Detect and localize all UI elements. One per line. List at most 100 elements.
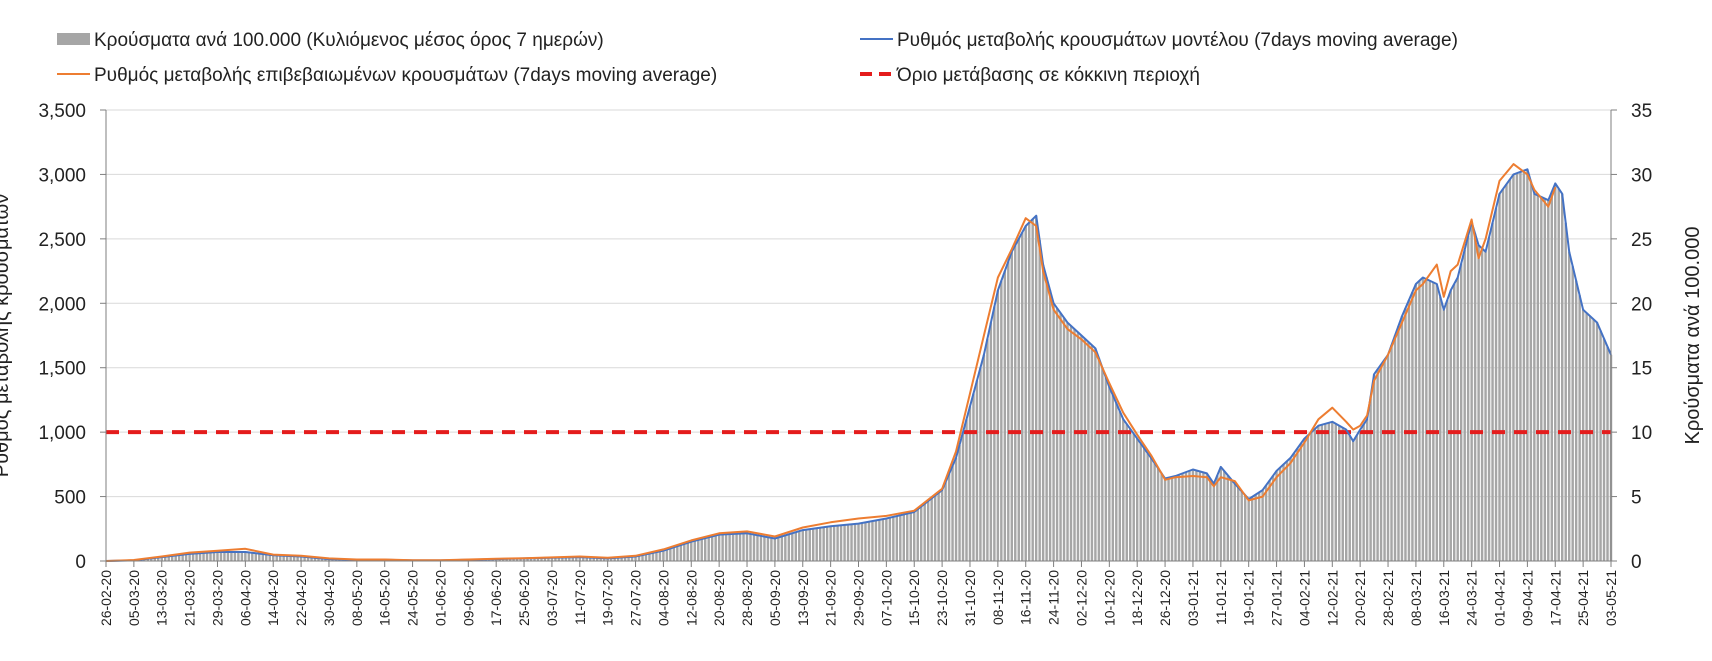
- bar: [543, 557, 547, 561]
- bar: [1484, 251, 1487, 562]
- bar: [857, 523, 860, 561]
- bar: [1010, 251, 1014, 562]
- bar: [1202, 472, 1205, 561]
- bar: [996, 290, 1000, 561]
- bar: [522, 558, 526, 561]
- bar: [1477, 245, 1480, 562]
- x-tick-label: 19-07-20: [600, 570, 616, 626]
- bar: [1094, 348, 1097, 561]
- bar: [916, 509, 919, 561]
- x-tick-label: 08-03-21: [1408, 570, 1424, 626]
- bar: [505, 558, 508, 561]
- bar: [261, 553, 264, 561]
- bar: [599, 558, 602, 561]
- bar: [899, 515, 902, 561]
- bar: [1230, 479, 1233, 561]
- bar: [979, 367, 982, 561]
- x-tick-label: 04-08-20: [655, 570, 671, 626]
- x-tick-label: 20-02-21: [1352, 570, 1368, 626]
- bar: [1383, 359, 1386, 561]
- bar: [616, 557, 620, 561]
- bar: [1129, 428, 1132, 561]
- bar: [324, 558, 327, 561]
- x-tick-label: 19-01-21: [1241, 570, 1257, 626]
- bar: [759, 535, 763, 561]
- x-tick-label: 02-12-20: [1074, 570, 1090, 626]
- bar: [1233, 483, 1236, 561]
- bar: [1108, 387, 1111, 561]
- bar: [885, 518, 888, 561]
- bar: [1048, 290, 1052, 561]
- bar: [989, 322, 993, 561]
- bar: [589, 557, 592, 561]
- bar: [1191, 469, 1195, 561]
- y-left-tick-label: 500: [54, 488, 86, 509]
- bar: [836, 525, 839, 561]
- bar: [1411, 292, 1414, 561]
- y-right-tick-label: 0: [1631, 552, 1642, 573]
- bar: [1310, 432, 1313, 561]
- bar: [1041, 264, 1045, 561]
- bar: [1376, 369, 1379, 561]
- bar: [1275, 470, 1278, 561]
- bar: [1449, 290, 1452, 561]
- bar: [623, 557, 627, 561]
- bar: [1327, 422, 1331, 561]
- bar: [798, 531, 801, 561]
- bar: [212, 552, 216, 561]
- bar: [1574, 280, 1578, 561]
- bar: [1578, 295, 1581, 561]
- bar: [1550, 191, 1553, 561]
- bar: [1226, 475, 1229, 561]
- bar: [944, 482, 947, 561]
- x-tick-label: 27-07-20: [628, 570, 644, 626]
- bar: [1195, 470, 1198, 561]
- bar: [1459, 263, 1463, 561]
- x-tick-label: 22-04-20: [293, 570, 309, 626]
- bar: [926, 501, 930, 561]
- bar: [822, 527, 825, 561]
- bar: [742, 534, 745, 561]
- bar: [275, 555, 278, 561]
- bar: [892, 516, 895, 561]
- bar: [895, 516, 899, 561]
- bar: [878, 519, 881, 561]
- bar: [188, 553, 191, 561]
- bar: [1362, 424, 1365, 561]
- bar: [902, 514, 906, 561]
- bar: [150, 558, 153, 561]
- bar: [1571, 266, 1574, 561]
- bar: [1324, 423, 1327, 561]
- bar: [1358, 429, 1362, 561]
- bar: [1547, 200, 1550, 561]
- bar: [237, 551, 240, 561]
- bar: [697, 540, 700, 561]
- x-tick-label: 09-04-21: [1519, 570, 1535, 626]
- bar: [1118, 411, 1122, 561]
- bar: [564, 557, 568, 561]
- bar: [244, 551, 247, 561]
- bar: [933, 495, 937, 561]
- bar: [791, 532, 794, 561]
- bar: [1494, 208, 1498, 561]
- bar: [606, 558, 609, 561]
- bar: [1132, 433, 1135, 561]
- x-tick-label: 09-06-20: [460, 570, 476, 626]
- bar: [1163, 478, 1167, 561]
- bar: [658, 551, 662, 561]
- x-tick-label: 20-08-20: [711, 570, 727, 626]
- bar: [1351, 441, 1355, 561]
- bar: [770, 537, 773, 561]
- bar: [686, 542, 690, 561]
- bar: [1139, 443, 1142, 561]
- x-tick-label: 29-09-20: [851, 570, 867, 626]
- bar: [596, 557, 599, 561]
- bar: [247, 551, 251, 561]
- bar: [763, 536, 766, 561]
- bar: [961, 432, 965, 561]
- bar: [1320, 424, 1324, 561]
- bar: [1453, 283, 1456, 561]
- x-tick-label: 24-05-20: [405, 570, 421, 626]
